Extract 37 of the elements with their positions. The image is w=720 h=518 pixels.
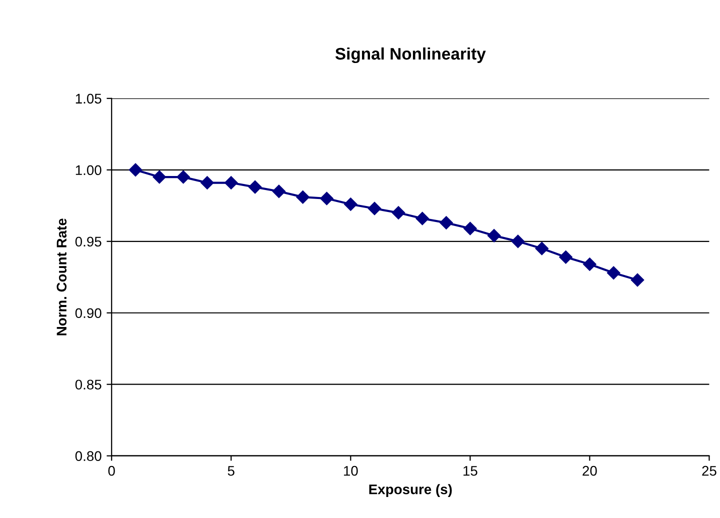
point — [487, 229, 501, 242]
point — [128, 163, 142, 176]
y-axis-title: Norm. Count Rate — [56, 218, 67, 336]
y-tick-label: 0.80 — [75, 451, 102, 462]
y-tick-label: 1.00 — [76, 165, 102, 176]
point — [224, 176, 238, 190]
y-tick-label: 0.90 — [75, 308, 102, 318]
point — [200, 176, 214, 190]
x-axis-title: Exposure (s) — [369, 484, 452, 498]
point — [320, 192, 334, 206]
point — [464, 222, 477, 236]
y-tick-label: 0.85 — [75, 380, 102, 390]
x-tick-label: 0 — [108, 466, 115, 476]
point — [535, 242, 548, 256]
point — [392, 206, 406, 220]
point — [176, 170, 190, 184]
x-tick-label: 10 — [344, 466, 358, 476]
point — [559, 250, 572, 264]
y-tick-label: 0.95 — [75, 236, 102, 247]
point — [248, 180, 262, 194]
point — [440, 216, 453, 230]
chart-title: Signal Nonlinearity — [335, 47, 486, 64]
x-tick-label: 25 — [702, 466, 716, 476]
point — [296, 190, 310, 204]
x-tick-label: 5 — [228, 466, 234, 476]
point — [152, 170, 166, 184]
point — [344, 198, 358, 211]
point — [272, 184, 286, 198]
point — [416, 212, 429, 226]
point — [630, 273, 644, 287]
y-tick-label: 1.05 — [76, 94, 102, 104]
point — [583, 258, 596, 271]
x-tick-label: 20 — [582, 466, 597, 476]
point — [368, 202, 382, 216]
point — [606, 266, 620, 280]
point — [511, 234, 525, 248]
x-tick-label: 15 — [463, 466, 478, 476]
